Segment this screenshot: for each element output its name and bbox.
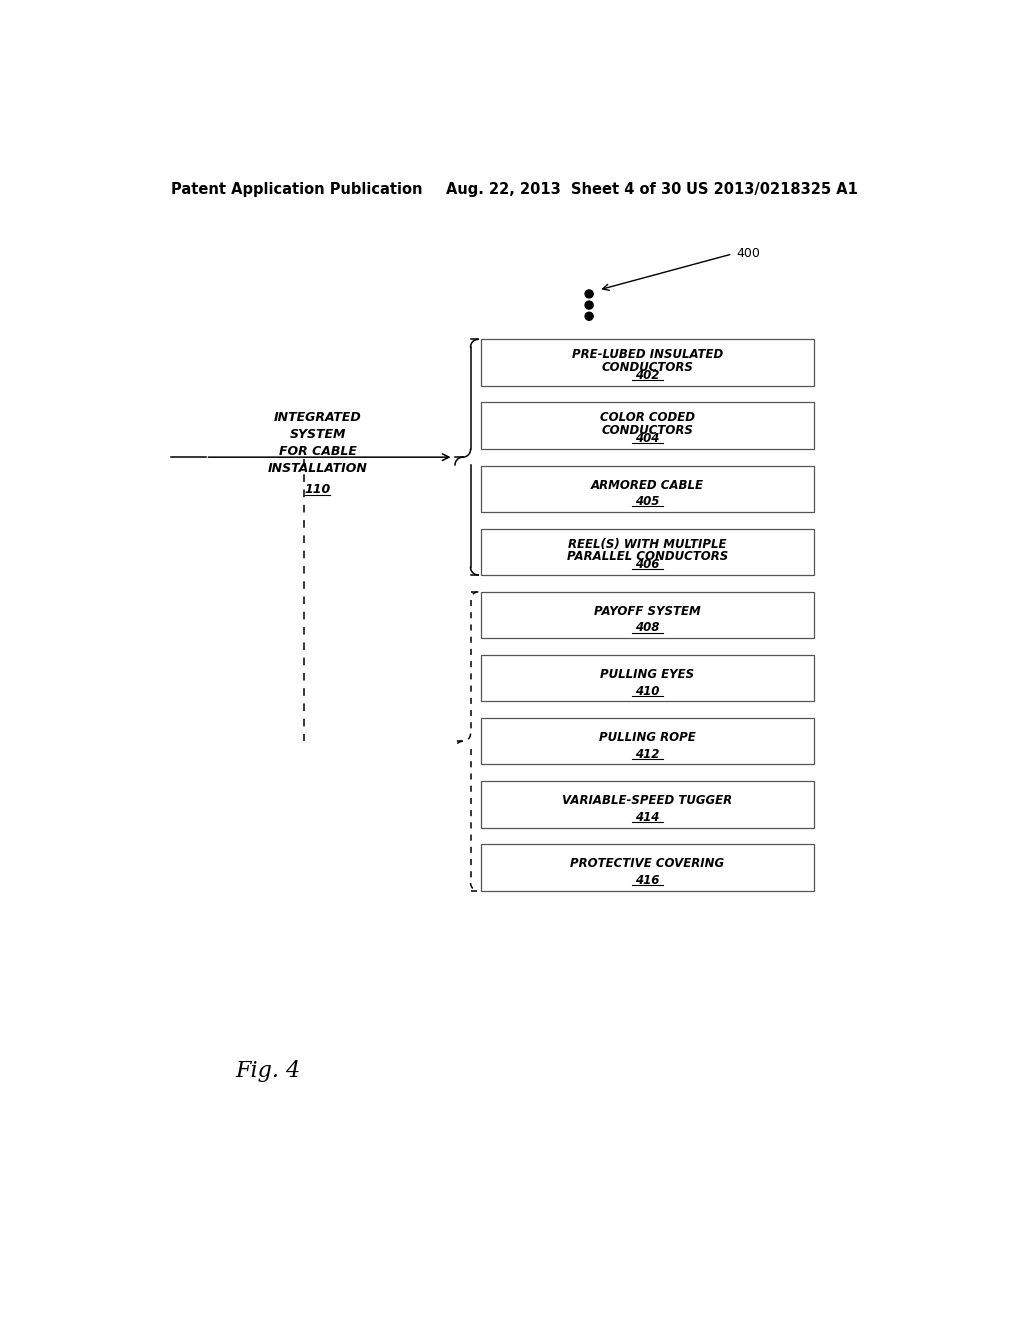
Text: ARMORED CABLE: ARMORED CABLE xyxy=(591,479,703,491)
Text: 402: 402 xyxy=(635,368,659,381)
Bar xyxy=(480,466,814,512)
Text: PRE-LUBED INSULATED: PRE-LUBED INSULATED xyxy=(571,348,723,362)
Text: 412: 412 xyxy=(635,747,659,760)
Text: 414: 414 xyxy=(635,810,659,824)
Bar xyxy=(480,529,814,576)
Text: 400: 400 xyxy=(736,247,760,260)
Text: FOR CABLE: FOR CABLE xyxy=(279,445,356,458)
Bar xyxy=(480,781,814,828)
Text: INTEGRATED: INTEGRATED xyxy=(274,412,361,425)
Text: US 2013/0218325 A1: US 2013/0218325 A1 xyxy=(686,182,858,197)
Text: Aug. 22, 2013  Sheet 4 of 30: Aug. 22, 2013 Sheet 4 of 30 xyxy=(445,182,681,197)
Text: PARALLEL CONDUCTORS: PARALLEL CONDUCTORS xyxy=(566,550,728,564)
Text: 406: 406 xyxy=(635,558,659,572)
Text: PULLING ROPE: PULLING ROPE xyxy=(599,731,695,744)
Circle shape xyxy=(585,290,593,298)
Text: INSTALLATION: INSTALLATION xyxy=(268,462,368,475)
Bar xyxy=(480,339,814,385)
Bar xyxy=(480,655,814,701)
Bar xyxy=(480,591,814,638)
Text: 410: 410 xyxy=(635,685,659,697)
Text: SYSTEM: SYSTEM xyxy=(290,428,346,441)
Text: CONDUCTORS: CONDUCTORS xyxy=(601,360,693,374)
Text: 404: 404 xyxy=(635,432,659,445)
Text: 405: 405 xyxy=(635,495,659,508)
Text: PAYOFF SYSTEM: PAYOFF SYSTEM xyxy=(594,605,700,618)
Circle shape xyxy=(585,313,593,321)
Text: 416: 416 xyxy=(635,874,659,887)
Text: REEL(S) WITH MULTIPLE: REEL(S) WITH MULTIPLE xyxy=(568,537,726,550)
Text: 408: 408 xyxy=(635,622,659,635)
Text: CONDUCTORS: CONDUCTORS xyxy=(601,424,693,437)
Text: COLOR CODED: COLOR CODED xyxy=(600,412,694,424)
Bar xyxy=(480,845,814,891)
Circle shape xyxy=(585,301,593,309)
Bar xyxy=(480,403,814,449)
Text: Patent Application Publication: Patent Application Publication xyxy=(171,182,422,197)
Text: PROTECTIVE COVERING: PROTECTIVE COVERING xyxy=(570,858,724,870)
Text: Fig. 4: Fig. 4 xyxy=(234,1060,300,1082)
Bar xyxy=(480,718,814,764)
Text: VARIABLE-SPEED TUGGER: VARIABLE-SPEED TUGGER xyxy=(562,795,732,808)
Text: 110: 110 xyxy=(305,483,331,496)
Text: PULLING EYES: PULLING EYES xyxy=(600,668,694,681)
